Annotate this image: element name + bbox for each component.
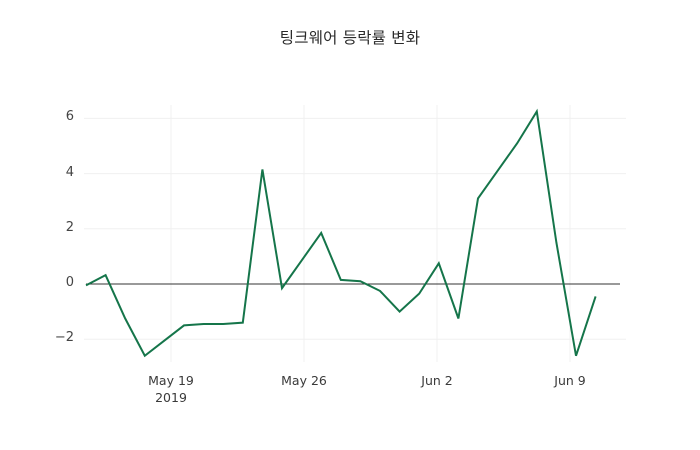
x-axis-tick-label: Jun 2 — [377, 372, 497, 389]
x-axis-tick-label-main: May 19 — [148, 373, 194, 388]
y-axis-tick-label: −2 — [54, 330, 74, 346]
grid-lines — [84, 105, 626, 362]
y-axis-tick-label: 2 — [65, 219, 74, 235]
y-axis-tick-label: 6 — [65, 109, 74, 125]
x-axis-tick-label: May 19 2019 — [111, 372, 231, 406]
x-axis-tick-label-main: Jun 2 — [421, 373, 453, 388]
data-series-group — [85, 108, 597, 358]
y-axis-tick-label: 0 — [65, 275, 74, 290]
x-axis-tick-label-main: May 26 — [281, 373, 327, 388]
x-axis-tick-label-year: 2019 — [155, 390, 187, 405]
x-axis-tick-label: May 26 — [244, 372, 364, 389]
chart-title: 팅크웨어 등락률 변화 — [279, 29, 421, 47]
data-line-등락률 — [85, 108, 597, 358]
y-axis-tick-label: 4 — [65, 164, 74, 180]
x-axis-tick-label-main: Jun 9 — [554, 373, 586, 388]
x-axis-tick-label: Jun 9 — [510, 372, 630, 389]
